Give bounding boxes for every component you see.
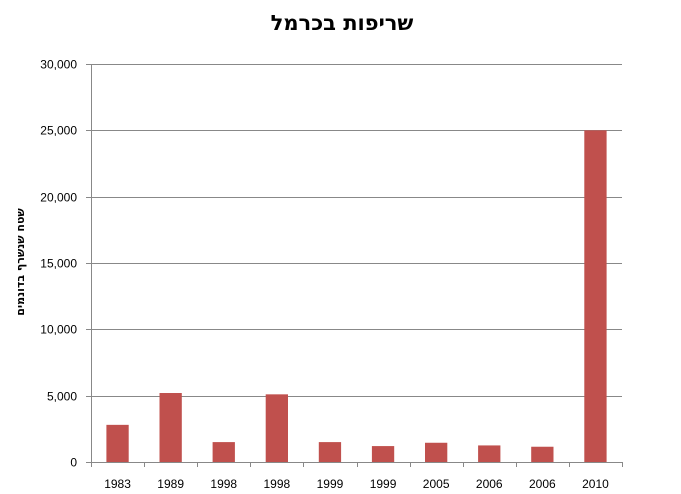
y-tick-label: 5,000 [47, 390, 77, 404]
bar [212, 442, 235, 462]
y-tick-label: 0 [70, 456, 77, 470]
x-tick-label: 1998 [210, 477, 237, 491]
x-tick-label: 2006 [529, 477, 556, 491]
x-tick-label: 1998 [263, 477, 290, 491]
y-tick-label: 20,000 [40, 191, 77, 205]
x-tick-label: 1989 [157, 477, 184, 491]
chart-title: שריפות בכרמל [271, 11, 414, 35]
x-axis-ticks: 1983 1989 1998 1998 1999 1999 2005 2006 2006 2010 [91, 462, 623, 491]
x-tick-label: 1999 [317, 477, 344, 491]
x-tick-label: 2010 [582, 477, 609, 491]
bar [159, 393, 182, 462]
bar [371, 446, 395, 462]
bar [531, 446, 554, 462]
gridlines [91, 64, 622, 397]
bar [318, 442, 342, 462]
bar [584, 130, 607, 462]
bars [106, 130, 607, 462]
x-tick-label: 2005 [423, 477, 450, 491]
y-axis-label: שטח שנשרף בדונמים [14, 208, 27, 316]
x-tick-label: 1999 [370, 477, 397, 491]
y-tick-label: 30,000 [40, 58, 77, 72]
x-tick-label: 1983 [104, 477, 131, 491]
bar [265, 394, 288, 462]
y-tick-label: 15,000 [40, 257, 77, 271]
y-axis-ticks: 0 5,000 10,000 15,000 20,000 25,000 30,000 [40, 58, 91, 470]
axes [91, 64, 622, 463]
bar [478, 445, 501, 462]
bar [425, 442, 448, 462]
x-tick-label: 2006 [476, 477, 503, 491]
y-tick-label: 10,000 [40, 323, 77, 337]
y-tick-label: 25,000 [40, 124, 77, 138]
bar [106, 424, 129, 462]
